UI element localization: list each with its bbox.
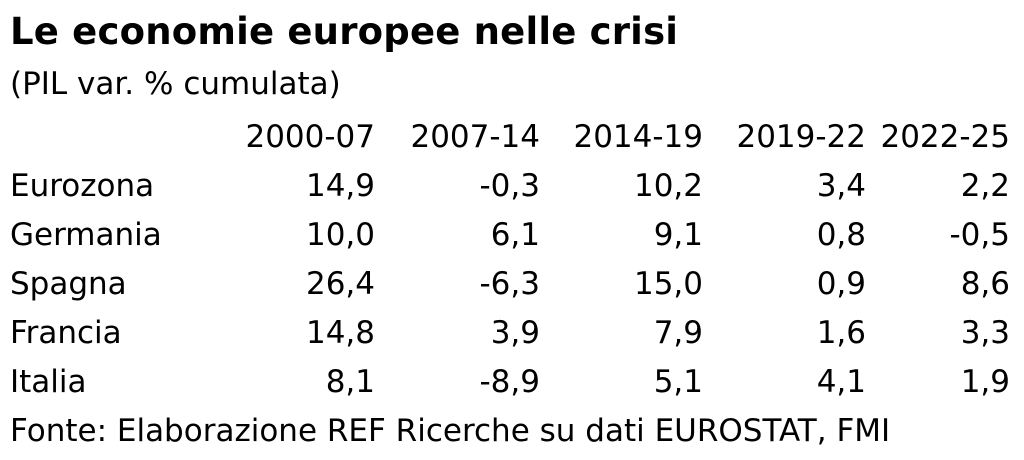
table-cell: 8,1 — [325, 364, 375, 400]
table-cell: 0,9 — [816, 266, 866, 302]
table-row-francia: Francia 14,8 3,9 7,9 1,6 3,3 — [10, 309, 1010, 358]
table-cell: 14,9 — [305, 168, 375, 204]
table-cell: -0,3 — [479, 168, 541, 204]
table-cell: -0,5 — [949, 217, 1011, 253]
table-cell: 26,4 — [305, 266, 375, 302]
table-cell: 9,1 — [653, 217, 703, 253]
table-cell: 6,1 — [490, 217, 540, 253]
column-header-2019-22: 2019-22 — [736, 119, 866, 155]
header-row: 2000-07 2007-14 2014-19 2019-22 2022-25 — [10, 113, 1010, 162]
column-header-2000-07: 2000-07 — [245, 119, 375, 155]
row-label: Spagna — [10, 266, 127, 302]
table-cell: 5,1 — [653, 364, 703, 400]
chart-subtitle: (PIL var. % cumulata) — [10, 66, 341, 102]
table-cell: 4,1 — [816, 364, 866, 400]
row-label: Eurozona — [10, 168, 155, 204]
table-cell: 2,2 — [960, 168, 1010, 204]
row-label: Italia — [10, 364, 87, 400]
header-corner — [10, 113, 200, 162]
table-cell: 3,4 — [816, 168, 866, 204]
table-cell: 10,0 — [305, 217, 375, 253]
table-cell: 0,8 — [816, 217, 866, 253]
table-row-italia: Italia 8,1 -8,9 5,1 4,1 1,9 — [10, 358, 1010, 407]
table-cell: -6,3 — [479, 266, 541, 302]
table-cell: 10,2 — [633, 168, 703, 204]
column-header-2007-14: 2007-14 — [410, 119, 540, 155]
row-label: Germania — [10, 217, 162, 253]
column-header-2022-25: 2022-25 — [880, 119, 1010, 155]
table-cell: 8,6 — [960, 266, 1010, 302]
table-header: 2000-07 2007-14 2014-19 2019-22 2022-25 — [10, 113, 1010, 162]
column-header-2014-19: 2014-19 — [573, 119, 703, 155]
table-row-spagna: Spagna 26,4 -6,3 15,0 0,9 8,6 — [10, 260, 1010, 309]
table-cell: 14,8 — [305, 315, 375, 351]
table-body: Eurozona 14,9 -0,3 10,2 3,4 2,2 Germania… — [10, 162, 1010, 407]
source-note: Fonte: Elaborazione REF Ricerche su dati… — [10, 413, 891, 449]
row-label: Francia — [10, 315, 122, 351]
table-cell: 15,0 — [633, 266, 703, 302]
table-row-eurozona: Eurozona 14,9 -0,3 10,2 3,4 2,2 — [10, 162, 1010, 211]
table-cell: 7,9 — [653, 315, 703, 351]
table-cell: 1,6 — [816, 315, 866, 351]
table-cell: 1,9 — [960, 364, 1010, 400]
data-table: 2000-07 2007-14 2014-19 2019-22 2022-25 … — [10, 113, 1010, 407]
table-cell: -8,9 — [479, 364, 541, 400]
table-cell: 3,3 — [960, 315, 1010, 351]
table-cell: 3,9 — [490, 315, 540, 351]
table-row-germania: Germania 10,0 6,1 9,1 0,8 -0,5 — [10, 211, 1010, 260]
chart-title: Le economie europee nelle crisi — [10, 10, 679, 53]
